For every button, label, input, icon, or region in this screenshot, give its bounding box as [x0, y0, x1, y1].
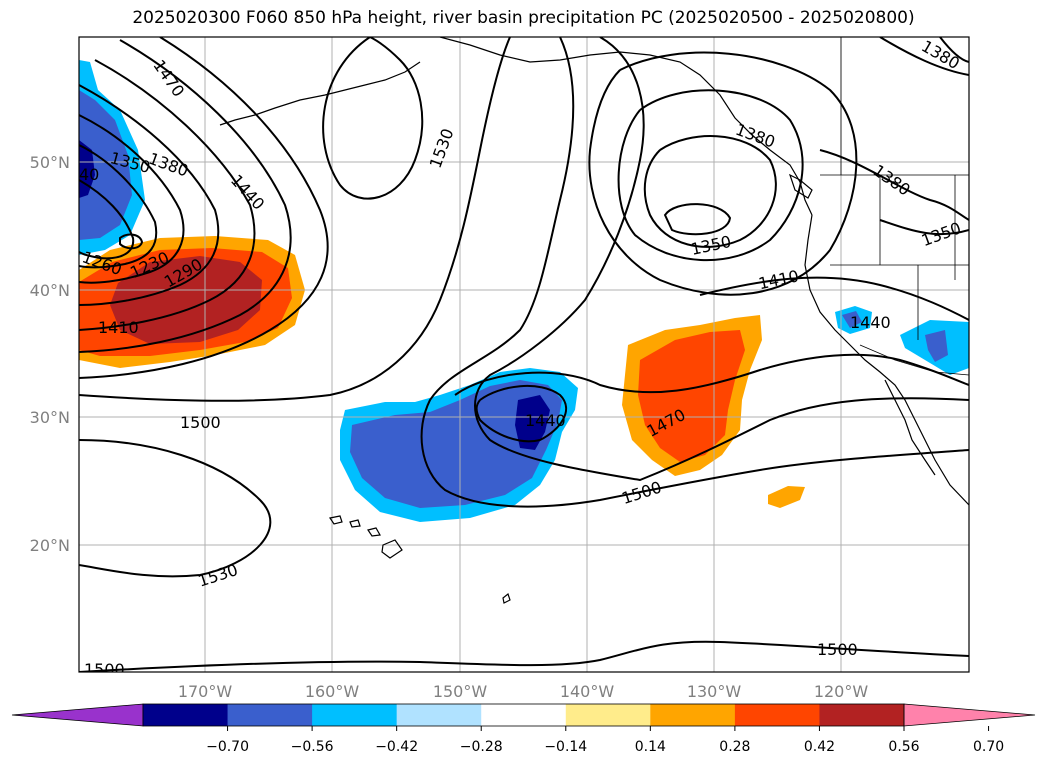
lon-label: 130°W — [687, 682, 742, 701]
contour-1350-land — [879, 219, 969, 236]
contour-label: 1500 — [180, 413, 221, 432]
colorbar-tick-label: −0.28 — [460, 739, 503, 755]
hawaii-islands — [329, 515, 403, 559]
colorbar: −0.70 −0.56 −0.42 −0.28 −0.14 0.14 0.28 0.42 0.5… — [11, 703, 1036, 755]
positive-anomaly-east-mid — [638, 330, 745, 462]
contour-1440-east — [475, 384, 567, 443]
lon-label: 160°W — [305, 682, 360, 701]
colorbar-segment — [312, 704, 398, 726]
lat-label: 50°N — [30, 153, 70, 172]
longitude-labels: 170°W 160°W 150°W 140°W 130°W 120°W — [178, 682, 869, 701]
contour-nw-5 — [79, 114, 185, 284]
map-plot-area: 1470 1350 1380 1440 1260 1230 1290 1410 … — [79, 37, 969, 679]
contour-nw-8 — [119, 233, 144, 250]
colorbar-tick-label: −0.56 — [291, 739, 334, 755]
lat-label: 40°N — [30, 281, 70, 300]
contour-1350-ne — [939, 37, 969, 63]
colorbar-extend-left — [11, 703, 144, 727]
colorbar-segment — [565, 704, 651, 726]
contour-label: 40 — [79, 165, 99, 184]
colorbar-segment — [396, 704, 482, 726]
contour-low-4 — [663, 203, 732, 236]
colorbar-extend-right — [903, 703, 1036, 727]
map-title: 2025020300 F060 850 hPa height, river ba… — [132, 8, 915, 28]
colorbar-segment — [734, 704, 820, 726]
contour-label: 1500 — [84, 660, 125, 679]
contour-1530-trough — [322, 37, 424, 200]
contour-low-outer — [588, 51, 858, 296]
small-island — [502, 592, 511, 604]
contour-nw-6 — [79, 144, 158, 269]
contour-1500-south — [79, 640, 969, 672]
contour-label: 1440 — [525, 411, 566, 430]
positive-anomaly-small — [768, 486, 805, 508]
negative-anomaly-nw-mid — [79, 90, 132, 240]
contour-1470-east — [454, 353, 969, 396]
colorbar-frame — [142, 703, 905, 727]
contour-1410-east — [699, 276, 969, 321]
contour-nw-2 — [79, 39, 292, 353]
lon-label: 170°W — [178, 682, 233, 701]
map-frame — [78, 36, 970, 673]
lon-label: 150°W — [433, 682, 488, 701]
contour-label: 1410 — [98, 318, 139, 337]
contour-1530-west — [79, 439, 272, 578]
contour-nw-3 — [79, 59, 256, 331]
negative-anomaly-central-mid — [350, 380, 562, 508]
colorbar-segment — [143, 704, 229, 726]
negative-anomaly-central-core — [515, 395, 550, 450]
contour-nw-7 — [79, 179, 135, 260]
negative-anomaly-coast-2-core — [925, 330, 948, 362]
baja-california — [884, 379, 936, 476]
lat-label: 20°N — [30, 536, 70, 555]
colorbar-tick-label: 0.56 — [888, 739, 919, 755]
alaska-coast — [439, 37, 813, 216]
lon-label: 120°W — [814, 682, 869, 701]
colorbar-tick-label: 0.28 — [719, 739, 750, 755]
contour-low-3 — [643, 135, 777, 248]
contour-low-2 — [617, 89, 804, 262]
contour-nw-4 — [79, 84, 220, 306]
contour-1500-west — [79, 37, 511, 402]
aleutian-chain — [219, 61, 421, 126]
colorbar-tick-label: −0.14 — [544, 739, 587, 755]
contour-1530-main — [420, 37, 969, 508]
colorbar-tick-label: 0.14 — [635, 739, 666, 755]
colorbar-tick-label: 0.70 — [973, 739, 1004, 755]
colorbar-tick-label: −0.70 — [206, 739, 249, 755]
contour-label: 1440 — [850, 313, 891, 332]
height-contours — [79, 37, 969, 672]
lat-label: 30°N — [30, 408, 70, 427]
contour-1380-ne — [879, 37, 969, 76]
colorbar-segment — [819, 704, 905, 726]
lon-label: 140°W — [560, 682, 615, 701]
contour-nw-outer — [79, 37, 329, 379]
negative-anomaly-coast-1-core — [842, 311, 862, 328]
coastlines — [219, 37, 969, 604]
vancouver-island — [788, 173, 813, 199]
colorbar-segment — [650, 704, 736, 726]
colorbar-segment — [227, 704, 313, 726]
contour-1380-land — [819, 149, 969, 221]
colorbar-tick-label: −0.42 — [375, 739, 418, 755]
latitude-labels: 50°N 40°N 30°N 20°N — [30, 153, 70, 555]
contour-label: 1500 — [817, 640, 858, 659]
contour-1500-main — [474, 37, 969, 482]
colorbar-tick-label: 0.42 — [804, 739, 835, 755]
colorbar-segment — [481, 704, 567, 726]
